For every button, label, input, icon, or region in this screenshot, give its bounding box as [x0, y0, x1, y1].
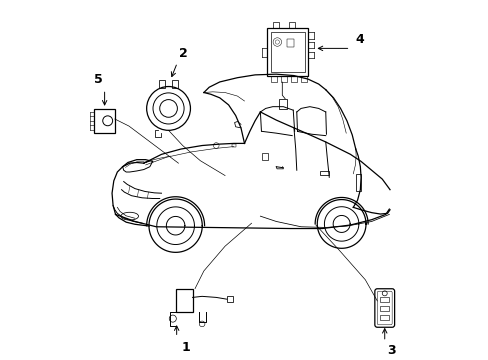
Bar [267, 28, 307, 76]
Bar [379, 306, 388, 311]
Bar [379, 297, 388, 302]
Text: 4: 4 [355, 32, 364, 46]
Bar [280, 76, 286, 82]
Bar [279, 99, 286, 109]
Bar [355, 175, 360, 192]
Bar [226, 296, 233, 302]
Bar [94, 109, 115, 133]
Bar [232, 144, 236, 147]
Bar [286, 39, 293, 46]
Text: 3: 3 [386, 344, 395, 357]
Bar [300, 76, 306, 82]
Bar [272, 22, 279, 28]
Bar [290, 76, 297, 82]
Bar [262, 153, 267, 160]
Bar [320, 171, 328, 175]
Bar [379, 315, 388, 320]
Text: 5: 5 [94, 73, 102, 86]
Bar [172, 80, 178, 88]
Bar [270, 76, 277, 82]
Bar [175, 289, 192, 311]
Text: 1: 1 [181, 341, 190, 354]
Bar [270, 32, 304, 72]
Text: 2: 2 [179, 47, 187, 60]
Bar [288, 22, 294, 28]
Bar [158, 80, 164, 88]
